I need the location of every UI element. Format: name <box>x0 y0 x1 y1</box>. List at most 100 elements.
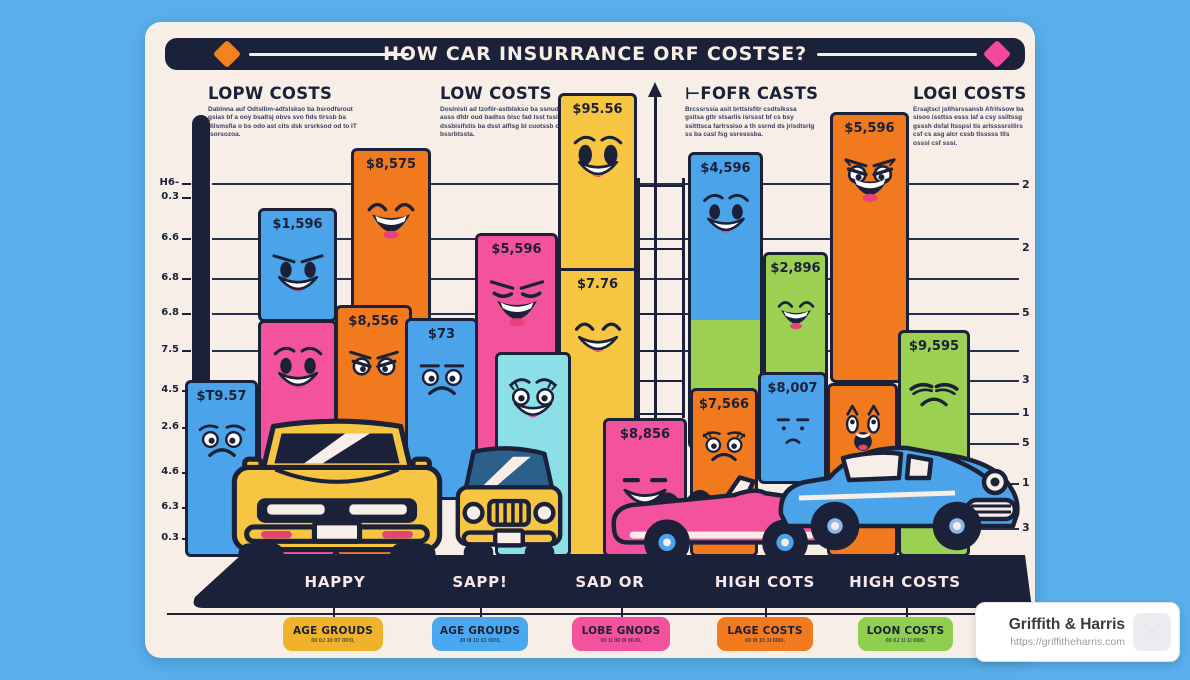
brand-name: Griffith & Harris <box>1008 616 1125 633</box>
left-axis-tick-label: 4.5 <box>161 384 179 395</box>
sad-face-icon <box>419 364 464 396</box>
legend-badge: LAGE COSTS 00 0I 10 1I 00I0, <box>717 617 813 651</box>
bar-value-label: $7.76 <box>576 277 619 292</box>
bar-value-label: $T9.57 <box>196 389 247 404</box>
ladder-rung <box>637 413 684 415</box>
legend-badge-subtext: 00 1I 00 0I 00J0, <box>600 637 642 644</box>
bar-value-label: $95.56 <box>572 102 623 117</box>
left-axis-tick <box>182 197 191 199</box>
bar-value-label: $8,556 <box>348 314 399 329</box>
ladder-right-line <box>682 178 685 418</box>
left-axis-tick-label: 4.6 <box>161 466 179 477</box>
right-axis-tick-label: 1 <box>1022 476 1030 489</box>
shout-face-icon <box>845 404 880 451</box>
left-axis-tick-label: 2.6 <box>161 421 179 432</box>
left-axis-tick-label: 6.8 <box>161 272 179 283</box>
section-body-text: Ersajtscl jsllhsrssansb Afrilssow ba sis… <box>913 106 1024 147</box>
bar-value-label: $2,896 <box>770 261 821 276</box>
road-category-label: SAD OR <box>575 573 645 591</box>
bar-value-label: $5,596 <box>491 242 542 257</box>
left-axis-tick <box>182 238 191 240</box>
badge-connector <box>905 608 908 617</box>
bigeyes-face-icon <box>573 135 622 177</box>
left-axis-tick-label: 6.3 <box>161 501 179 512</box>
legend-badge-subtext: 00 0J 10 0T 00!0, <box>311 637 355 644</box>
ladder-left-line <box>637 178 640 418</box>
right-axis-tick-label: 3 <box>1022 373 1030 386</box>
smug-face-icon <box>271 254 324 292</box>
poster-title: HOW CAR INSURRANCE ORF COSTSE? <box>383 43 807 65</box>
bar-value-label: $5,596 <box>844 121 895 136</box>
left-axis-tick-label: 7.5 <box>161 344 179 355</box>
ladder-rung <box>637 185 684 187</box>
insurance-cost-bar: $8,007 <box>758 372 827 484</box>
section-heading: LOW COSTS <box>440 84 552 103</box>
angrylaugh-face-icon <box>489 280 544 327</box>
right-axis-tick-label: 2 <box>1022 241 1030 254</box>
axis-arrow-head-icon <box>648 82 662 97</box>
badge-connector <box>480 608 482 617</box>
ladder-rung <box>637 313 684 315</box>
legend-badge-subtext: 00 0I 10 1I 00I0, <box>745 637 785 644</box>
badge-connector <box>765 608 767 617</box>
right-axis-tick-label: 3 <box>1022 521 1030 534</box>
bar-value-label: $73 <box>427 327 456 342</box>
happy-face-icon <box>273 346 322 388</box>
rage-face-icon <box>909 382 959 407</box>
legend-badge-label: LOON COSTS <box>866 624 945 637</box>
laugh-face-icon <box>367 202 415 239</box>
badge-connector <box>621 608 623 617</box>
bar-value-label: $8,856 <box>619 427 671 442</box>
legend-badge: LOBE GNODS 00 1I 00 0I 00J0, <box>572 617 670 651</box>
section-body-text: Doslnisti ad tzofiir-astblskso ba ssnudi… <box>440 106 580 139</box>
legend-badge-label: AGE GROUDS <box>439 624 520 637</box>
sadlash-face-icon <box>702 431 746 462</box>
worried-face-icon <box>198 424 245 458</box>
axis-arrow-line <box>654 96 657 418</box>
insurance-cost-bar: $5,596 <box>830 112 909 383</box>
section-heading: LOGI COSTS <box>913 84 1027 103</box>
left-axis-tick <box>182 350 191 352</box>
right-axis-tick-label: 5 <box>1022 436 1030 449</box>
title-banner: HOW CAR INSURRANCE ORF COSTSE? <box>165 38 1025 70</box>
road-category-label: HIGH COSTS <box>849 573 961 591</box>
left-axis-tick-label: 6.6 <box>161 232 179 243</box>
left-axis-tick-label: H6- <box>159 177 179 188</box>
left-axis-tick <box>182 278 191 280</box>
road-category-label: HIGH COTS <box>714 573 816 591</box>
bar-value-label: $8,007 <box>767 381 818 396</box>
ladder-rung <box>637 380 684 382</box>
bar-value-label: $1,596 <box>272 217 323 232</box>
infographic-poster: HOW CAR INSURRANCE ORF COSTSE? LOPW COST… <box>145 22 1035 658</box>
legend-badge: LOON COSTS 00 0J 1I 1I 00I0, <box>858 617 953 651</box>
section-body-text: Dablnna auf Odtsllim-adtslskso ba bsrodf… <box>208 106 357 139</box>
small-front-car <box>451 442 567 568</box>
front-muscle-car <box>223 412 451 568</box>
title-right-line <box>817 53 977 56</box>
right-axis-tick-label: 1 <box>1022 406 1030 419</box>
bar-value-label: $7,566 <box>698 397 750 412</box>
legend-badge-subtext: 00 0J 1I 1I 00I0, <box>885 637 926 644</box>
legend-badge-label: AGE GROUDS <box>292 624 373 637</box>
section-heading: ⊢FOFR CASTS <box>685 84 819 103</box>
left-axis-tick-label: 0.3 <box>161 191 179 202</box>
legend-badge-subtext: J0 0I 10 01 00!0, <box>459 637 501 644</box>
ladder-rung <box>637 350 684 352</box>
legend-badge: AGE GROUDS J0 0I 10 01 00!0, <box>432 617 528 651</box>
section-heading: LOPW COSTS <box>208 84 333 103</box>
villain-face-icon <box>843 158 896 202</box>
legend-badge: AGE GROUDS 00 0J 10 0T 00!0, <box>283 617 383 651</box>
glare-face-icon <box>348 350 399 376</box>
left-axis-tick-label: 6.8 <box>161 307 179 318</box>
left-axis-tick-label: 0.3 <box>161 532 179 543</box>
legend-badge-label: LOBE GNODS <box>581 624 661 637</box>
road-category-label: SAPP! <box>452 573 508 591</box>
brand-card: Griffith & Harris https://griffitheharri… <box>975 602 1180 662</box>
badge-connector <box>333 608 335 617</box>
title-left-line <box>249 53 409 56</box>
closedsmile-face-icon <box>574 322 621 352</box>
road-category-label: HAPPY <box>304 573 366 591</box>
road <box>193 555 1032 608</box>
happy-face-icon <box>702 193 749 233</box>
flirty-face-icon <box>509 378 557 418</box>
